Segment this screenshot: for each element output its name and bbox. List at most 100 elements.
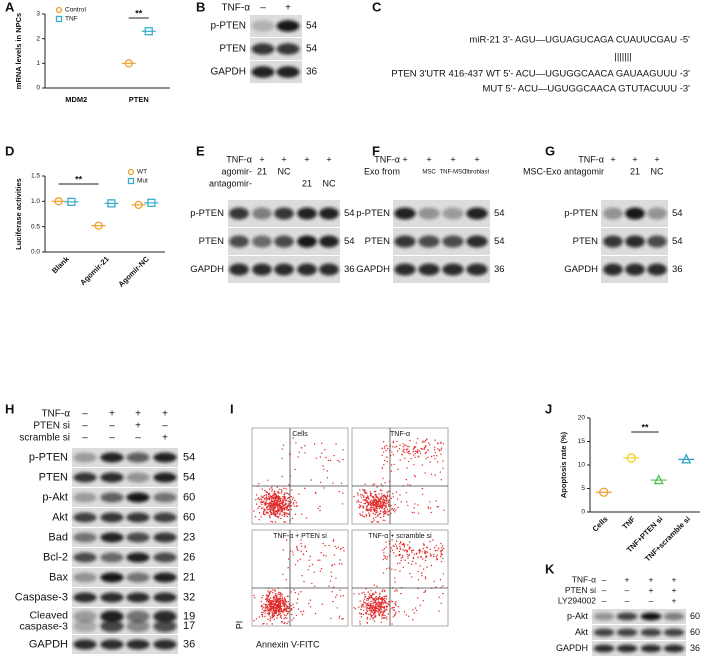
blot-band bbox=[153, 610, 177, 623]
condition-value: NC bbox=[651, 166, 664, 176]
flow-event bbox=[391, 568, 393, 570]
flow-event bbox=[363, 591, 365, 593]
flow-event bbox=[331, 591, 333, 593]
flow-event bbox=[285, 607, 287, 609]
blot-band bbox=[640, 628, 662, 637]
flow-event bbox=[374, 508, 376, 510]
flow-event bbox=[280, 601, 282, 604]
flow-event bbox=[424, 446, 427, 448]
flow-event bbox=[397, 506, 399, 509]
flow-event bbox=[368, 609, 371, 612]
condition-value: + bbox=[402, 154, 407, 164]
flow-event bbox=[381, 617, 383, 619]
flow-event bbox=[397, 606, 400, 608]
data-point bbox=[127, 177, 135, 185]
flow-event bbox=[278, 607, 281, 610]
flow-event bbox=[407, 555, 409, 558]
data-point bbox=[626, 453, 636, 463]
flow-event bbox=[383, 610, 385, 613]
flow-event bbox=[280, 500, 282, 502]
flow-event bbox=[272, 592, 274, 594]
flow-event bbox=[279, 508, 281, 510]
y-tick-label: 0 bbox=[581, 509, 585, 516]
flow-event bbox=[425, 546, 428, 548]
row-label: GAPDH bbox=[556, 643, 588, 653]
condition-value: + bbox=[135, 421, 141, 432]
flow-event bbox=[410, 458, 412, 460]
flow-event bbox=[433, 553, 435, 556]
flow-frame bbox=[251, 529, 349, 627]
flow-event bbox=[441, 547, 443, 549]
flow-event bbox=[291, 613, 293, 616]
flow-event bbox=[432, 539, 434, 541]
flow-event bbox=[439, 471, 441, 473]
flow-event bbox=[282, 604, 285, 606]
flow-event bbox=[411, 551, 413, 553]
flow-event bbox=[384, 459, 386, 462]
flow-event bbox=[393, 614, 396, 616]
flow-event bbox=[414, 503, 416, 505]
flow-event bbox=[413, 511, 415, 514]
flow-event bbox=[260, 507, 263, 509]
flow-events bbox=[353, 437, 445, 523]
kda-label: 54 bbox=[344, 236, 355, 247]
flow-event bbox=[381, 508, 383, 510]
flow-event bbox=[383, 606, 386, 608]
flow-event bbox=[369, 495, 372, 497]
flow-event bbox=[380, 621, 383, 623]
flow-event bbox=[297, 608, 300, 610]
flow-event bbox=[290, 508, 292, 511]
condition-label: PTEN si bbox=[565, 585, 596, 595]
flow-event bbox=[381, 447, 383, 449]
flow-event bbox=[427, 449, 429, 451]
flow-event bbox=[367, 591, 369, 593]
flow-event bbox=[426, 566, 428, 568]
flow-event bbox=[278, 508, 280, 511]
flow-event bbox=[418, 456, 420, 458]
flow-event bbox=[278, 504, 281, 507]
flow-event bbox=[373, 613, 375, 615]
flow-event bbox=[393, 552, 395, 554]
flow-event bbox=[368, 602, 370, 604]
flow-event bbox=[424, 551, 426, 554]
flow-event bbox=[433, 555, 435, 558]
flow-event bbox=[266, 605, 269, 608]
blot-band bbox=[640, 644, 662, 653]
flow-event bbox=[438, 596, 440, 598]
flow-event bbox=[374, 607, 376, 609]
flow-event bbox=[284, 600, 286, 602]
flow-event bbox=[371, 606, 374, 608]
flow-event bbox=[284, 602, 286, 604]
condition-value: + bbox=[625, 574, 630, 584]
blot-band bbox=[153, 552, 177, 563]
flow-event bbox=[395, 555, 397, 557]
condition-label: Exo from bbox=[364, 166, 400, 176]
blot-strip bbox=[72, 508, 178, 527]
flow-event bbox=[337, 546, 340, 548]
flow-event bbox=[294, 592, 296, 594]
flow-event bbox=[384, 510, 386, 512]
flow-event bbox=[278, 609, 280, 611]
flow-event bbox=[308, 559, 310, 561]
row-label: Caspase-3 bbox=[15, 591, 68, 603]
flow-event bbox=[373, 593, 375, 595]
flow-event bbox=[434, 458, 436, 460]
flow-event bbox=[267, 590, 269, 592]
flow-event bbox=[377, 596, 379, 599]
flow-event bbox=[383, 505, 385, 507]
flow-event bbox=[280, 492, 282, 494]
flow-event bbox=[287, 601, 289, 603]
flow-event bbox=[360, 616, 363, 618]
flow-event bbox=[385, 541, 387, 543]
flow-event bbox=[339, 589, 341, 591]
flow-event bbox=[338, 617, 340, 619]
flow-event bbox=[272, 500, 274, 502]
kda-label: 54 bbox=[306, 21, 318, 32]
flow-event bbox=[361, 494, 363, 496]
flow-event bbox=[396, 450, 399, 452]
flow-event bbox=[293, 505, 296, 507]
row-label: Akt bbox=[52, 511, 68, 523]
y-tick-label: 20 bbox=[578, 415, 586, 422]
flow-event bbox=[424, 472, 426, 474]
flow-event bbox=[258, 483, 260, 485]
